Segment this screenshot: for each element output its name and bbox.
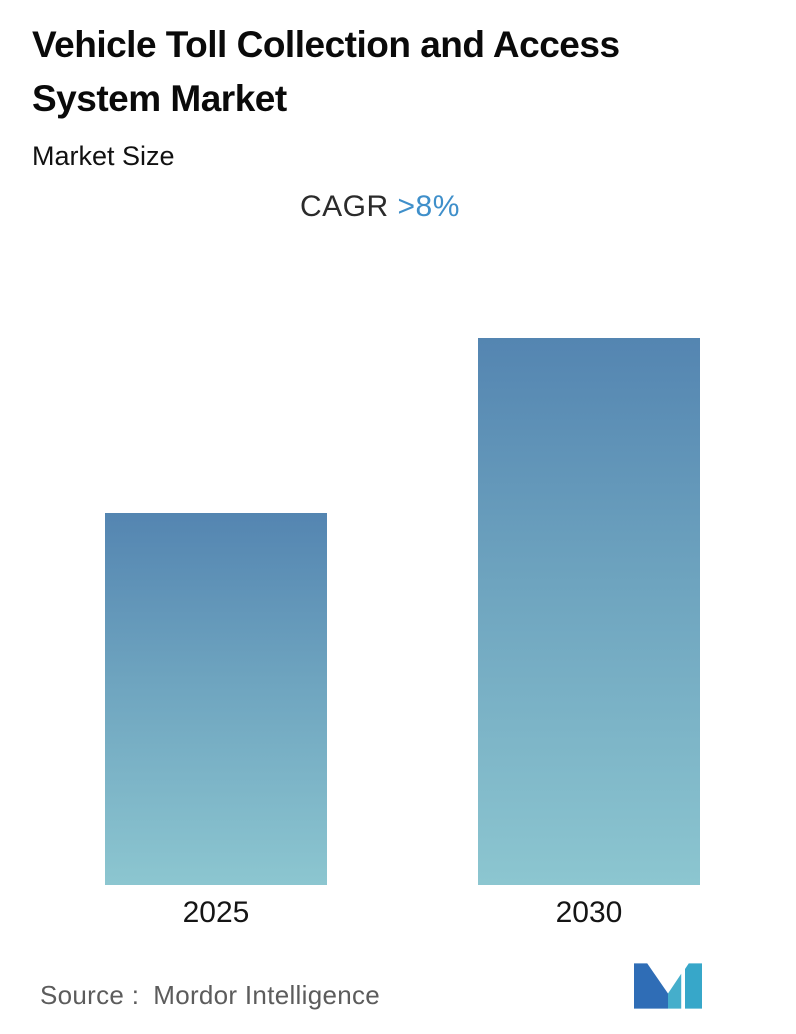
cagr-annotation: CAGR >8% [300,190,460,224]
bar-2025 [105,513,327,885]
cagr-label: CAGR [300,190,389,223]
source-value: Mordor Intelligence [153,980,381,1010]
bar-2030 [478,338,700,885]
source-label: Source : [40,980,140,1010]
mordor-intelligence-logo [634,963,702,1009]
x-axis-label-2030: 2030 [555,896,623,929]
x-axis-label-2025: 2025 [182,896,250,929]
cagr-value: >8% [397,190,460,223]
page-title: Vehicle Toll Collection and Access Syste… [32,24,620,119]
chart-subtitle: Market Size [32,141,175,171]
source-attribution: Source : Mordor Intelligence [40,980,380,1011]
